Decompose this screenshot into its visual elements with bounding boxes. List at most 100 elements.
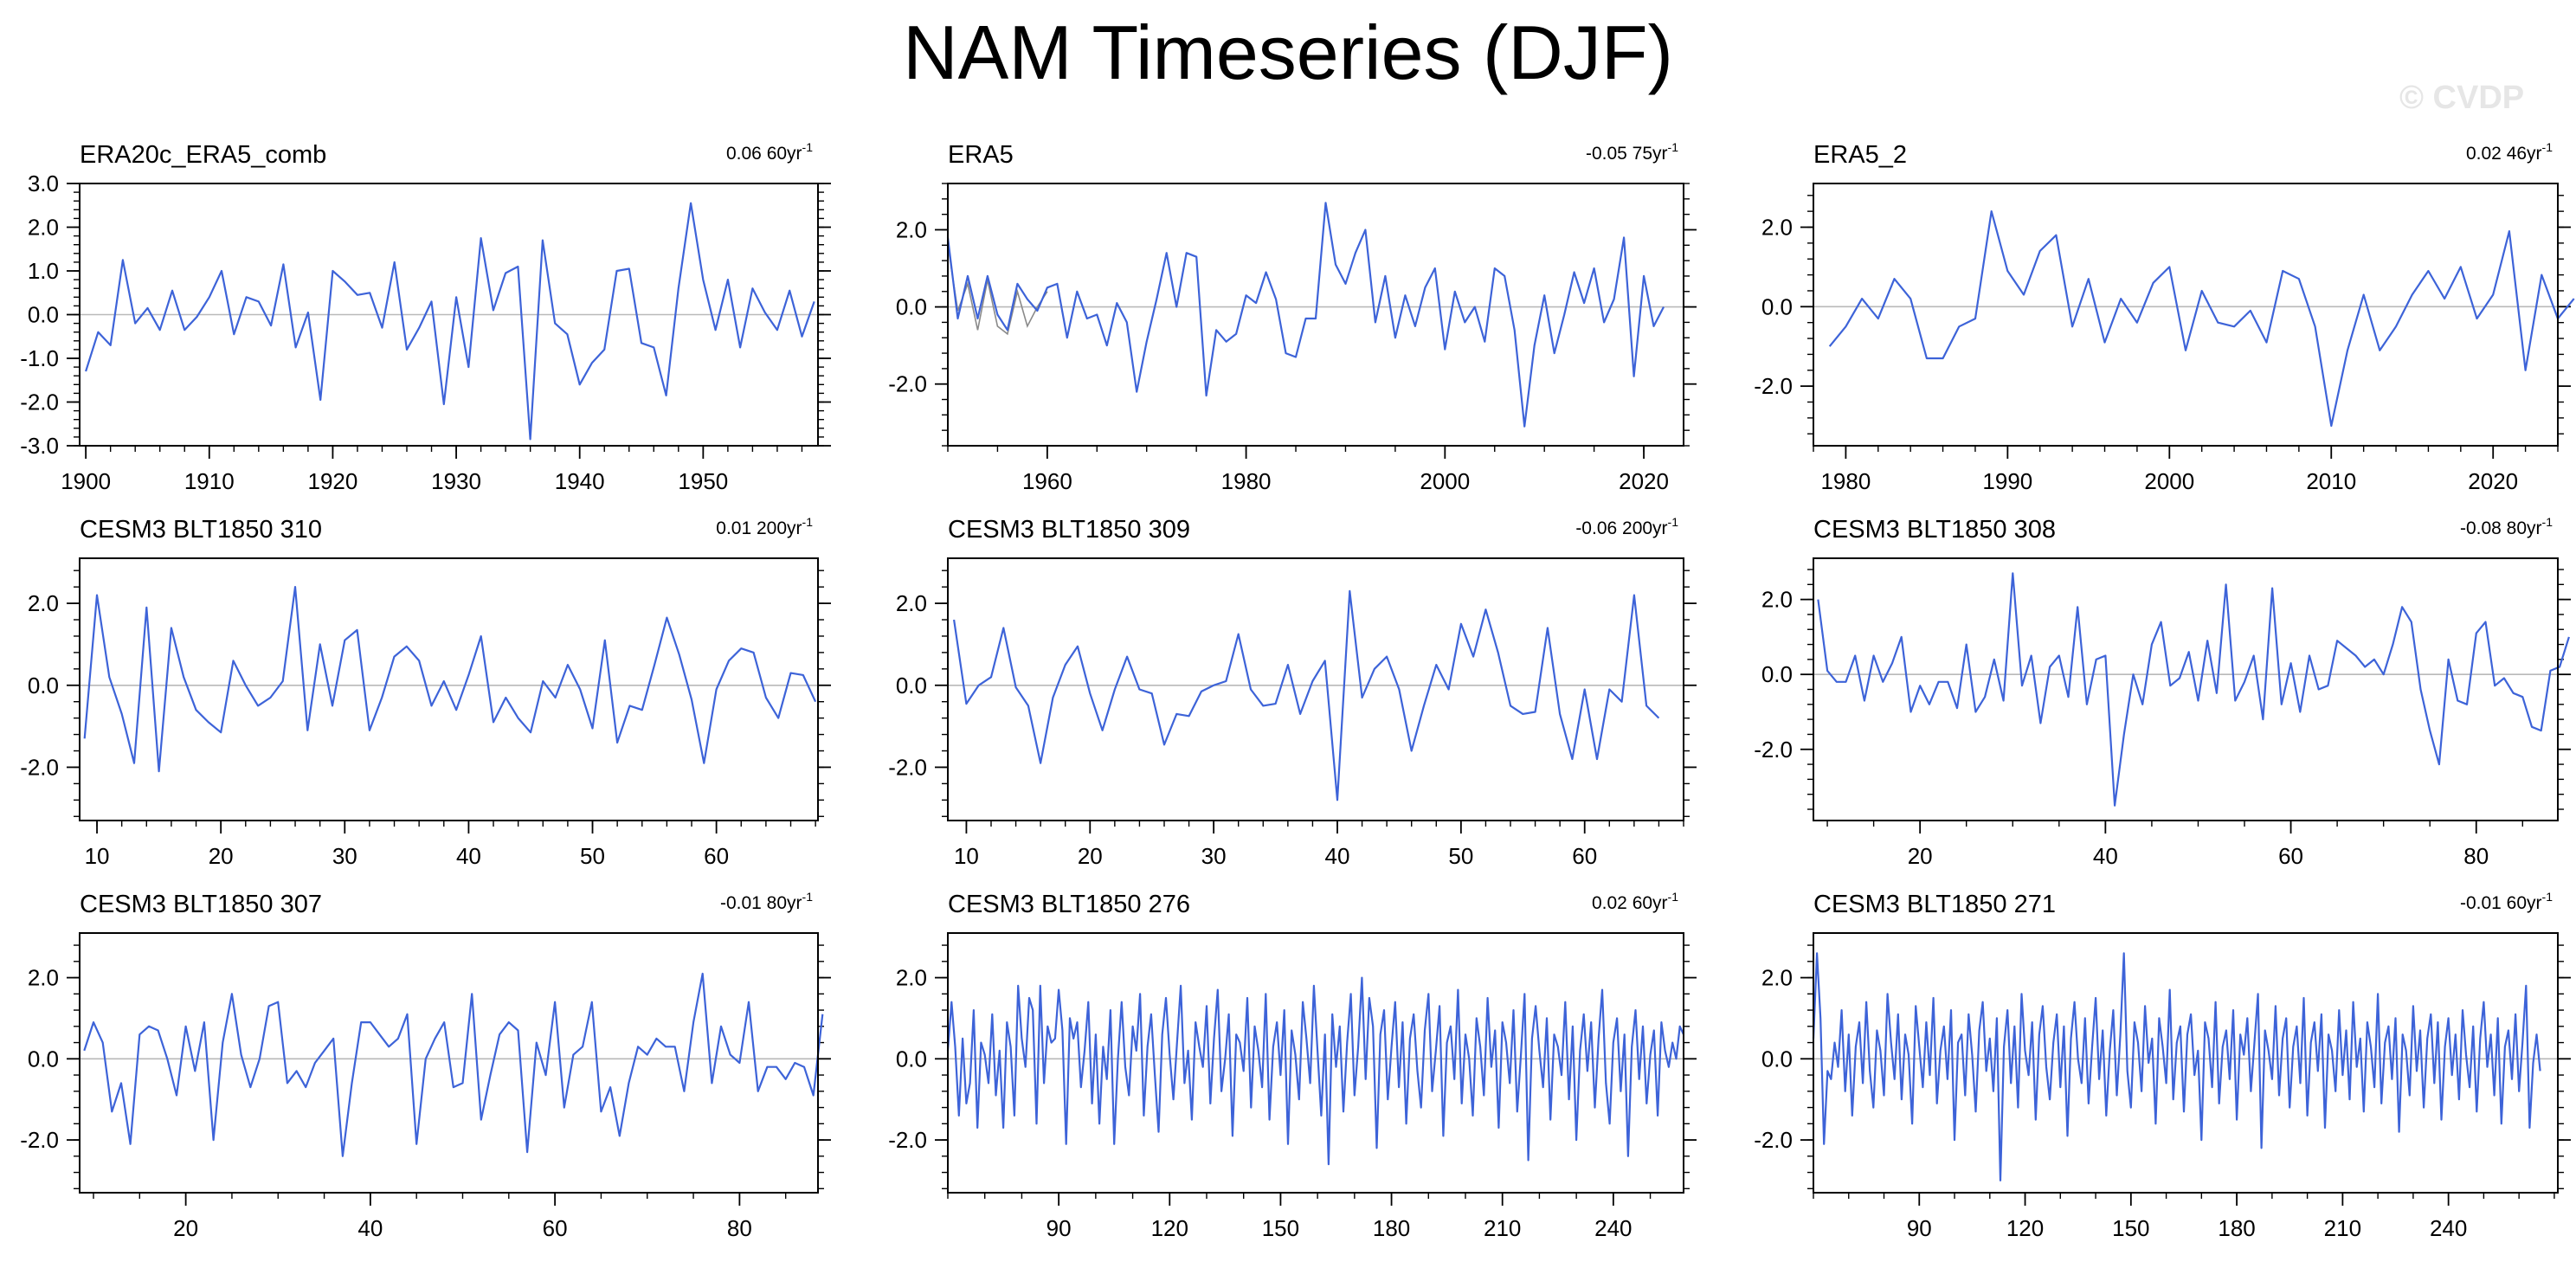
y-tick-label: -2.0 bbox=[20, 389, 59, 415]
x-tick-label: 10 bbox=[954, 843, 979, 869]
trend-label: -0.06 200yr-1 bbox=[1575, 515, 1678, 538]
figure-title: NAM Timeseries (DJF) bbox=[903, 10, 1673, 95]
x-tick-label: 180 bbox=[1373, 1215, 1410, 1241]
x-tick-label: 1900 bbox=[61, 468, 111, 494]
trend-label: -0.01 80yr-1 bbox=[720, 890, 813, 913]
trend-unit-exponent: -1 bbox=[1668, 515, 1679, 529]
y-tick-label: 0.0 bbox=[28, 302, 59, 328]
y-tick-label: 2.0 bbox=[28, 590, 59, 616]
series-line bbox=[1817, 572, 2570, 807]
trend-unit-exponent: -1 bbox=[1668, 890, 1679, 904]
x-tick-label: 60 bbox=[704, 843, 729, 869]
x-tick-label: 40 bbox=[2093, 843, 2118, 869]
x-tick-label: 20 bbox=[209, 843, 234, 869]
series-line bbox=[953, 589, 1660, 801]
x-tick-label: 1940 bbox=[555, 468, 605, 494]
series-line bbox=[1812, 952, 2541, 1182]
trend-value: -0.08 80yr bbox=[2460, 518, 2542, 538]
y-tick-label: -2.0 bbox=[1754, 373, 1793, 399]
y-tick-label: -2.0 bbox=[888, 754, 927, 780]
y-tick-label: 2.0 bbox=[896, 216, 927, 242]
panel-title: CESM3 BLT1850 308 bbox=[1813, 516, 2056, 544]
series-line bbox=[83, 585, 817, 773]
y-tick-label: 2.0 bbox=[896, 965, 927, 991]
panel-title: CESM3 BLT1850 307 bbox=[80, 891, 322, 918]
series-line bbox=[85, 202, 815, 441]
y-tick-label: -2.0 bbox=[20, 754, 59, 780]
panel-5: CESM3 BLT1850 309 -0.06 200yr-1 -2.0 0.0 2.0… bbox=[888, 515, 1697, 869]
series-line bbox=[1828, 210, 2575, 428]
plot-frame bbox=[79, 183, 819, 447]
x-tick-label: 1910 bbox=[184, 468, 235, 494]
y-tick-label: 2.0 bbox=[28, 965, 59, 991]
x-tick-label: 2020 bbox=[2468, 468, 2518, 494]
x-tick-label: 20 bbox=[1078, 843, 1103, 869]
y-tick-label: -2.0 bbox=[20, 1127, 59, 1153]
x-tick-label: 30 bbox=[332, 843, 357, 869]
y-tick-label: 0.0 bbox=[28, 1046, 59, 1072]
y-tick-label: 0.0 bbox=[1761, 661, 1793, 687]
x-tick-label: 20 bbox=[1908, 843, 1933, 869]
trend-value: -0.06 200yr bbox=[1575, 518, 1667, 538]
x-tick-label: 1980 bbox=[1820, 468, 1871, 494]
trend-unit-exponent: -1 bbox=[1668, 140, 1679, 154]
y-tick-label: -1.0 bbox=[20, 345, 59, 371]
panel-4: CESM3 BLT1850 310 0.01 200yr-1 -2.0 0.0 2.0 1… bbox=[20, 515, 831, 869]
panel-8: CESM3 BLT1850 276 0.02 60yr-1 -2.0 0.0 2.0 90… bbox=[888, 890, 1697, 1241]
trend-value: -0.01 60yr bbox=[2460, 893, 2542, 913]
x-tick-label: 2000 bbox=[1420, 468, 1470, 494]
x-tick-label: 2020 bbox=[1619, 468, 1669, 494]
y-tick-label: 0.0 bbox=[896, 673, 927, 698]
trend-unit-exponent: -1 bbox=[2542, 140, 2553, 154]
trend-value: 0.02 60yr bbox=[1592, 893, 1668, 913]
watermark: © CVDP bbox=[2399, 80, 2525, 116]
plot-frame bbox=[947, 557, 1684, 821]
trend-value: -0.01 80yr bbox=[720, 893, 802, 913]
series-line-secondary bbox=[947, 245, 1048, 336]
x-tick-label: 50 bbox=[580, 843, 605, 869]
x-tick-label: 60 bbox=[543, 1215, 568, 1241]
y-tick-label: 0.0 bbox=[896, 294, 927, 320]
x-tick-label: 120 bbox=[1151, 1215, 1188, 1241]
y-tick-label: 2.0 bbox=[28, 215, 59, 241]
y-tick-label: 3.0 bbox=[28, 171, 59, 196]
x-tick-label: 10 bbox=[85, 843, 110, 869]
panel-3: ERA5_2 0.02 46yr-1 -2.0 0.0 2.0 1980 1990 2000 2… bbox=[1754, 140, 2575, 494]
trend-unit-exponent: -1 bbox=[802, 890, 814, 904]
x-tick-label: 90 bbox=[1046, 1215, 1072, 1241]
x-tick-label: 240 bbox=[2430, 1215, 2467, 1241]
plot-frame bbox=[947, 183, 1684, 447]
y-tick-label: 2.0 bbox=[896, 590, 927, 616]
trend-unit-exponent: -1 bbox=[2542, 515, 2553, 529]
y-tick-label: -3.0 bbox=[20, 433, 59, 459]
x-tick-label: 60 bbox=[2278, 843, 2303, 869]
trend-label: 0.06 60yr-1 bbox=[726, 140, 813, 164]
x-tick-label: 80 bbox=[727, 1215, 752, 1241]
x-tick-label: 40 bbox=[357, 1215, 383, 1241]
trend-label: 0.02 60yr-1 bbox=[1592, 890, 1678, 913]
plot-frame bbox=[79, 557, 819, 821]
panel-title: CESM3 BLT1850 309 bbox=[948, 516, 1190, 544]
x-tick-label: 30 bbox=[1201, 843, 1227, 869]
trend-unit-exponent: -1 bbox=[802, 515, 814, 529]
panel-2: ERA5 -0.05 75yr-1 -2.0 0.0 2.0 1960 1980 2000 20… bbox=[888, 140, 1697, 494]
trend-value: -0.05 75yr bbox=[1586, 144, 1668, 164]
panel-title: CESM3 BLT1850 271 bbox=[1813, 891, 2056, 918]
x-tick-label: 40 bbox=[456, 843, 481, 869]
y-tick-label: 0.0 bbox=[1761, 293, 1793, 319]
x-tick-label: 180 bbox=[2218, 1215, 2255, 1241]
x-tick-label: 90 bbox=[1907, 1215, 1932, 1241]
trend-value: 0.02 46yr bbox=[2466, 144, 2542, 164]
panel-9: CESM3 BLT1850 271 -0.01 60yr-1 -2.0 0.0 2.0 9… bbox=[1754, 890, 2571, 1241]
x-tick-label: 150 bbox=[2112, 1215, 2149, 1241]
series-line bbox=[83, 972, 824, 1157]
trend-label: 0.01 200yr-1 bbox=[716, 515, 813, 538]
trend-label: -0.08 80yr-1 bbox=[2460, 515, 2553, 538]
x-tick-label: 2010 bbox=[2306, 468, 2356, 494]
x-tick-label: 80 bbox=[2463, 843, 2489, 869]
series-line bbox=[946, 976, 1685, 1166]
y-tick-label: -2.0 bbox=[1754, 737, 1793, 763]
y-tick-label: 2.0 bbox=[1761, 587, 1793, 613]
panel-title: ERA5 bbox=[948, 141, 1014, 169]
